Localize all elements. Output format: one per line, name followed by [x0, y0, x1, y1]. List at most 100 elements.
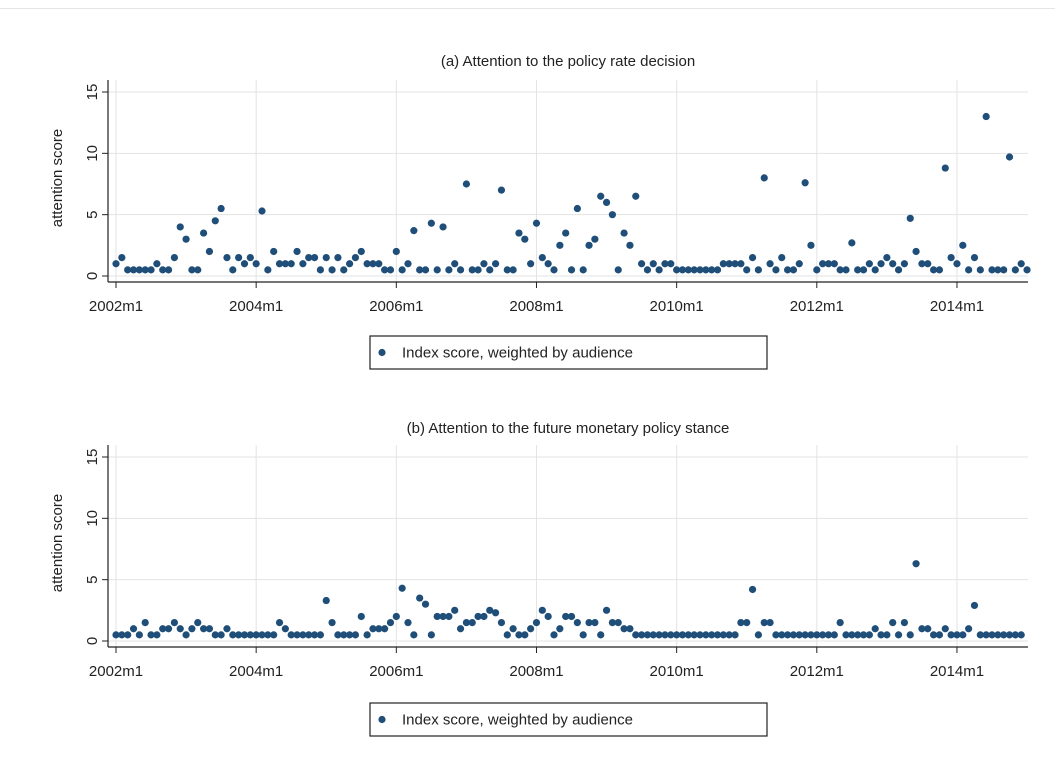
data-point: [696, 631, 704, 639]
data-point: [883, 254, 891, 262]
x-tick-label: 2014m1: [930, 298, 984, 315]
data-point: [684, 266, 692, 274]
data-point: [813, 266, 821, 274]
data-point: [515, 229, 523, 237]
x-tick-label: 2006m1: [369, 298, 423, 315]
data-point: [427, 631, 435, 639]
data-point: [573, 204, 581, 213]
data-point: [608, 619, 617, 627]
data-point: [638, 631, 646, 639]
data-point: [930, 266, 938, 274]
data-point: [445, 612, 453, 621]
data-point: [562, 229, 570, 237]
data-point: [865, 260, 873, 268]
data-point: [299, 631, 307, 639]
data-point: [871, 625, 879, 633]
data-point: [1005, 153, 1014, 161]
data-point: [935, 631, 944, 639]
data-point: [824, 631, 833, 639]
data-point: [556, 625, 564, 633]
data-point: [404, 619, 412, 627]
panel-b: 0 5 10 15 2002m1 2004m1 2006m1 2008m1 2010m1 2012…: [49, 420, 1028, 737]
data-point: [1011, 266, 1019, 274]
data-point: [567, 266, 576, 274]
chart-title: (b) Attention to the future monetary pol…: [407, 420, 730, 437]
data-point: [772, 631, 780, 639]
data-point: [375, 260, 383, 268]
data-point: [708, 266, 716, 274]
data-point: [602, 606, 611, 614]
data-point: [959, 241, 967, 249]
data-point: [293, 247, 301, 256]
data-point: [824, 260, 833, 268]
data-point: [381, 266, 389, 274]
data-point: [322, 254, 330, 262]
data-point: [258, 207, 266, 215]
data-point: [748, 254, 757, 262]
data-point: [200, 229, 208, 237]
data-point: [965, 625, 973, 633]
data-point: [375, 625, 383, 633]
data-point: [982, 112, 990, 121]
data-point: [229, 631, 237, 639]
data-point: [900, 619, 909, 627]
data-point: [386, 619, 395, 627]
data-point: [620, 625, 628, 633]
data-point: [211, 217, 219, 225]
data-point: [994, 266, 1002, 274]
data-point: [830, 260, 838, 268]
data-point: [246, 631, 254, 639]
data-point: [334, 254, 342, 262]
data-point: [544, 260, 552, 268]
data-point: [252, 260, 260, 268]
data-point: [976, 266, 984, 274]
data-point: [632, 192, 640, 200]
data-point: [392, 612, 400, 621]
data-point: [492, 609, 500, 617]
data-point: [673, 631, 681, 639]
data-point: [889, 619, 897, 627]
data-point: [246, 254, 254, 262]
data-point: [527, 260, 535, 268]
data-point: [334, 631, 342, 639]
y-axis-label: attention score: [49, 129, 66, 227]
data-point: [404, 260, 412, 268]
data-point: [935, 266, 944, 274]
data-point: [731, 631, 739, 639]
data-point: [410, 227, 418, 235]
data-point: [147, 266, 155, 274]
data-point: [1011, 631, 1019, 639]
data-point: [305, 631, 313, 639]
data-point: [859, 266, 868, 274]
y-axis-label: attention score: [49, 494, 66, 592]
data-point: [223, 254, 231, 262]
data-point: [264, 631, 272, 639]
data-point: [497, 619, 506, 627]
data-point: [953, 260, 961, 268]
data-point: [789, 631, 798, 639]
data-point: [579, 631, 587, 639]
data-point: [427, 219, 435, 227]
data-point: [819, 631, 827, 639]
y-tick-label: 10: [84, 510, 101, 527]
data-point: [164, 266, 173, 274]
data-point: [118, 631, 126, 639]
data-point: [947, 631, 955, 639]
data-point: [924, 260, 932, 268]
data-point: [129, 625, 138, 633]
data-point: [638, 260, 646, 268]
data-point: [678, 631, 687, 639]
data-point: [614, 619, 622, 627]
data-point: [836, 266, 844, 274]
data-point: [883, 631, 891, 639]
data-point: [538, 606, 546, 614]
data-point: [410, 631, 418, 639]
data-point: [912, 247, 920, 256]
data-point: [480, 260, 488, 268]
plot-area: [108, 445, 1028, 647]
data-point: [235, 254, 243, 262]
data-point: [719, 260, 727, 268]
data-point: [702, 631, 710, 639]
data-point: [754, 266, 763, 274]
data-point: [661, 260, 669, 268]
